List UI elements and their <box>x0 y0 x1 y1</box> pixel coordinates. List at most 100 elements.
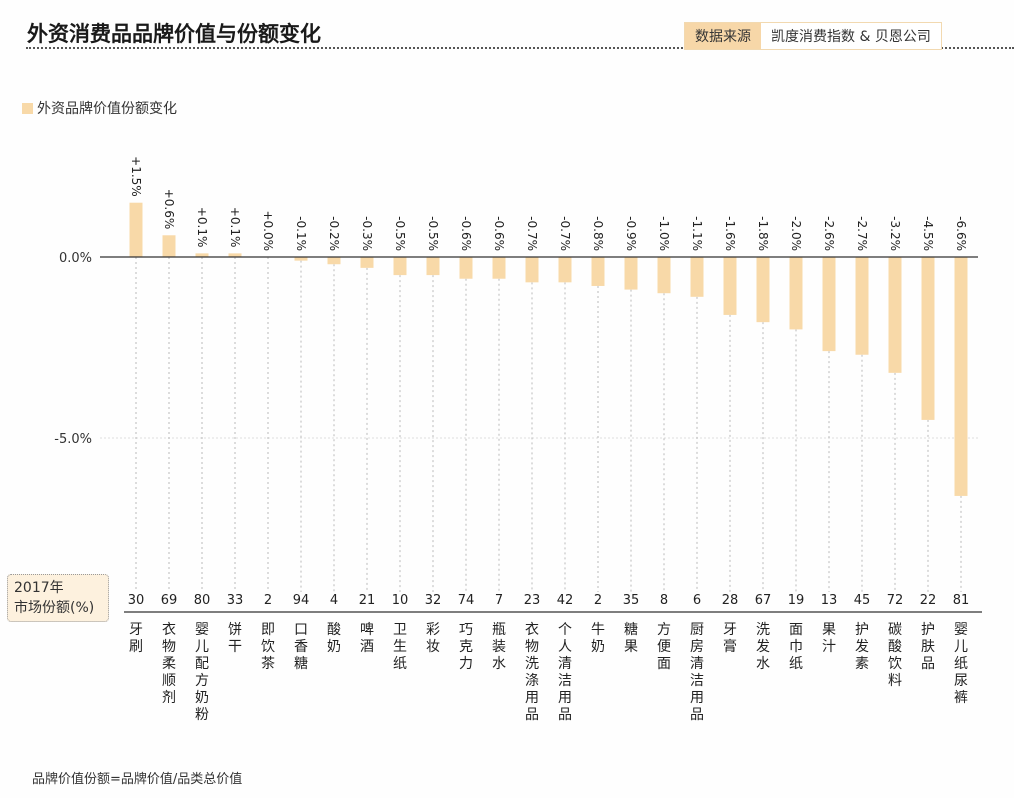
market-share-value: 2 <box>264 593 272 608</box>
category-label-char: 涤 <box>525 673 539 689</box>
market-share-value: 81 <box>953 593 970 608</box>
category-label-char: 果 <box>822 622 836 638</box>
category-label-char: 料 <box>888 673 902 689</box>
category-label-char: 酸 <box>888 639 902 655</box>
category-label-char: 儿 <box>954 639 968 655</box>
category-label-char: 洁 <box>558 673 572 689</box>
market-share-value: 22 <box>920 593 937 608</box>
data-label: -0.7% <box>525 216 539 251</box>
category-label-char: 粉 <box>195 707 209 723</box>
bar <box>690 257 704 297</box>
data-label: -1.0% <box>657 216 671 251</box>
category-label-char: 牙 <box>723 622 737 638</box>
bar <box>162 235 176 257</box>
market-share-value: 45 <box>854 593 871 608</box>
data-label: -0.5% <box>393 216 407 251</box>
market-share-value: 28 <box>722 593 739 608</box>
category-label-char: 纸 <box>789 656 803 672</box>
bar <box>294 257 308 261</box>
category-label-char: 房 <box>690 639 704 655</box>
category-label-char: 配 <box>195 656 209 672</box>
bar <box>591 257 605 286</box>
market-share-value: 8 <box>660 593 668 608</box>
data-label: +0.1% <box>195 207 209 248</box>
market-share-value: 94 <box>293 593 310 608</box>
category-label-char: 碳 <box>888 622 902 638</box>
bar <box>459 257 473 279</box>
data-label: -0.8% <box>591 216 605 251</box>
category-label-char: 发 <box>855 639 869 655</box>
category-label-char: 彩 <box>426 622 440 638</box>
market-share-value: 6 <box>693 593 701 608</box>
category-label-char: 膏 <box>723 638 737 655</box>
share-label-line1: 2017年 <box>14 580 64 596</box>
category-label-char: 汁 <box>822 639 836 655</box>
data-label: -4.5% <box>921 216 935 251</box>
category-label-char: 婴 <box>195 622 209 638</box>
data-label: -1.8% <box>756 216 770 251</box>
category-label-char: 护 <box>921 622 935 638</box>
data-label: -1.6% <box>723 216 737 251</box>
market-share-value: 30 <box>128 593 145 608</box>
category-label-char: 口 <box>294 622 308 638</box>
bar <box>492 257 506 279</box>
legend-swatch <box>22 102 33 114</box>
market-share-value: 10 <box>392 593 409 608</box>
market-share-value: 67 <box>755 593 772 608</box>
category-label-char: 衣 <box>162 622 176 638</box>
category-label-char: 克 <box>459 639 473 655</box>
category-label-char: 牛 <box>591 622 605 638</box>
category-label-char: 洗 <box>756 622 770 638</box>
category-label-char: 饼 <box>228 622 242 638</box>
data-label: -0.7% <box>558 216 572 251</box>
bar <box>954 257 968 496</box>
category-label-char: 酸 <box>327 622 341 638</box>
category-label-char: 卫 <box>393 622 407 638</box>
source-badge: 数据来源 凯度消费指数 & 贝恩公司 <box>684 22 942 50</box>
market-share-value: 42 <box>557 593 574 608</box>
bar <box>525 257 539 283</box>
data-label: +0.1% <box>228 207 242 248</box>
category-label-char: 剂 <box>162 690 176 706</box>
category-label-char: 面 <box>657 656 671 672</box>
legend-label: 外资品牌价值份额变化 <box>37 101 177 117</box>
data-label: -3.2% <box>888 216 902 251</box>
category-label-char: 水 <box>756 656 770 672</box>
category-label-char: 物 <box>525 639 539 655</box>
bar <box>426 257 440 276</box>
data-label: -2.0% <box>789 216 803 251</box>
bar <box>228 253 242 257</box>
market-share-value: 33 <box>227 593 244 608</box>
bar <box>822 257 836 352</box>
data-label: -0.6% <box>459 216 473 251</box>
category-label-char: 纸 <box>393 656 407 672</box>
market-share-label-box: 2017年 市场份额(%) <box>7 574 109 622</box>
category-label-char: 人 <box>558 639 572 655</box>
category-label-char: 水 <box>492 656 506 672</box>
bar <box>756 257 770 323</box>
data-label: -6.6% <box>954 216 968 251</box>
category-label-char: 婴 <box>954 622 968 638</box>
source-value: 凯度消费指数 & 贝恩公司 <box>761 23 941 49</box>
category-label-char: 品 <box>558 707 572 723</box>
category-label-char: 纸 <box>954 656 968 672</box>
category-label-char: 品 <box>921 656 935 672</box>
category-label-char: 洁 <box>690 673 704 689</box>
category-label-char: 即 <box>261 622 275 638</box>
data-label: -0.9% <box>624 216 638 251</box>
category-label-char: 柔 <box>162 656 176 672</box>
data-label: -0.5% <box>426 216 440 251</box>
category-label-char: 衣 <box>525 622 539 638</box>
category-label-char: 顺 <box>162 673 176 689</box>
category-label-char: 厨 <box>690 622 704 638</box>
category-label-char: 护 <box>855 622 869 638</box>
data-label: -0.1% <box>294 216 308 251</box>
category-label-char: 肤 <box>921 639 935 655</box>
market-share-value: 72 <box>887 593 904 608</box>
category-label-char: 奶 <box>195 690 209 706</box>
bar <box>393 257 407 276</box>
category-label-char: 清 <box>690 656 704 672</box>
bar <box>624 257 638 290</box>
data-label: +1.5% <box>129 156 143 197</box>
